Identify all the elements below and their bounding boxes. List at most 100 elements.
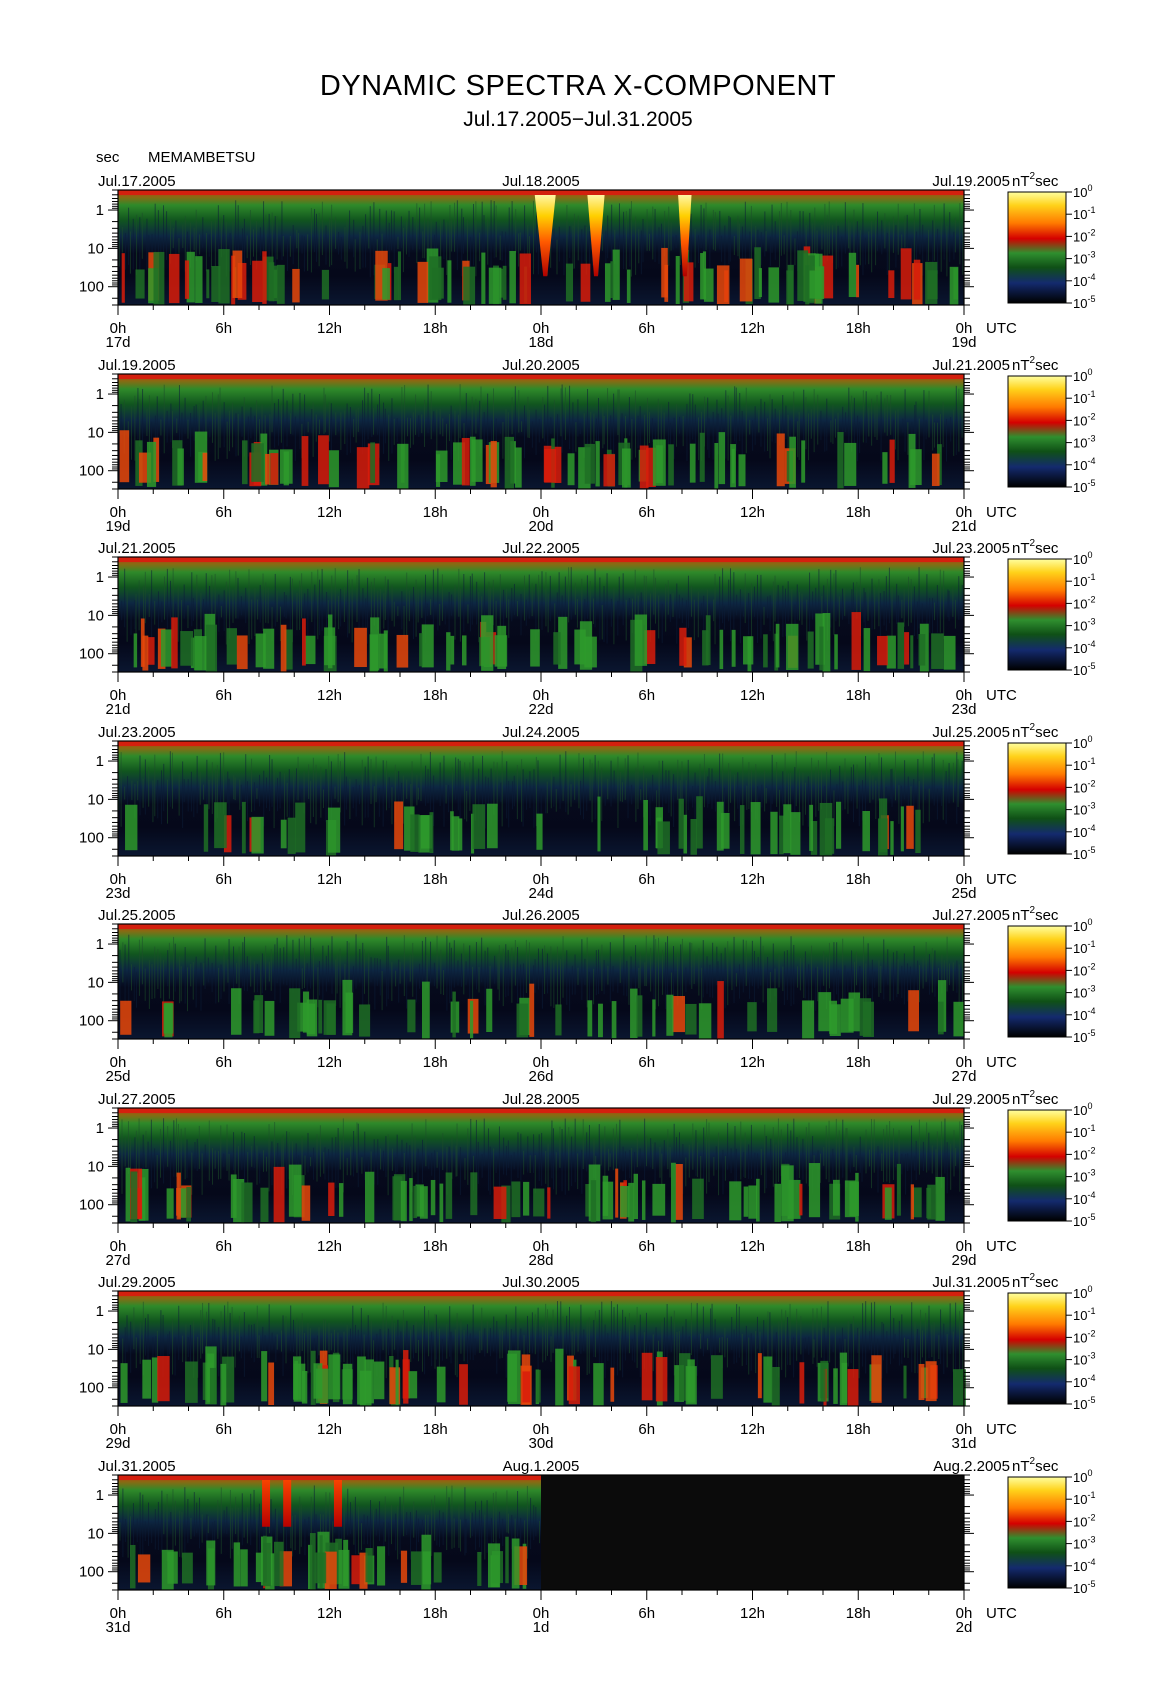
spectral-power-blob (410, 814, 420, 852)
spectral-power-blob (862, 811, 870, 852)
spectral-power-blob (714, 443, 719, 489)
spectral-power-blob (877, 635, 888, 666)
colorbar-tick-label: 10-1 (1073, 756, 1095, 773)
x-tick-label: 12h (740, 504, 765, 521)
spectral-power-blob (505, 1536, 509, 1584)
spectral-power-blob (818, 992, 832, 1032)
spectral-power-blob (153, 437, 160, 482)
spectral-power-blob (848, 252, 857, 298)
spectral-power-blob (889, 439, 895, 483)
spectral-power-blob (218, 249, 230, 304)
spectral-power-blob (915, 809, 921, 854)
spectral-power-blob (797, 250, 809, 301)
day-label: 26d (528, 1068, 553, 1085)
spectral-power-blob (209, 1367, 217, 1405)
y-tick-label: 10 (87, 240, 104, 257)
colorbar-tick-label: 10-1 (1073, 939, 1095, 956)
spectral-power-blob (305, 635, 316, 665)
spectral-power-blob (297, 1002, 308, 1032)
spectral-power-blob (125, 1167, 131, 1222)
y-tick-label: 10 (87, 607, 104, 624)
spectral-power-blob (621, 448, 631, 488)
spectral-power-blob (324, 1551, 337, 1590)
spectral-power-blob (263, 628, 275, 669)
colorbar-tick-label: 10-5 (1073, 1212, 1095, 1229)
colorbar-tick-label: 10-2 (1073, 1145, 1095, 1162)
spectral-power-blob (689, 443, 696, 483)
spectral-power-blob (664, 264, 669, 302)
x-tick-label: 12h (740, 1238, 765, 1255)
x-tick-label: 0h (956, 504, 973, 521)
colorbar-tick-label: 10-2 (1073, 1512, 1095, 1529)
spectral-power-blob (584, 636, 597, 668)
day-label: 19d (105, 518, 130, 535)
spectral-power-blob (397, 443, 409, 489)
spectral-power-blob (410, 1551, 423, 1585)
panel-6: 1 10 100 0h 6h 12h 18h 0h 6h 12h 18h 0h UTC 27d 28d 29d… (79, 1089, 1096, 1269)
spectral-power-blob (494, 635, 508, 667)
colorbar-tick-label: 10-4 (1073, 1006, 1095, 1023)
spectral-power-blob (565, 263, 574, 302)
spectral-power-blob (130, 1544, 136, 1589)
spectral-power-blob (273, 1166, 285, 1223)
spectral-power-blob (809, 804, 814, 851)
spectral-power-blob (125, 804, 138, 851)
spectral-power-blob (871, 1355, 882, 1403)
panel-start-date: Jul.17.2005 (98, 173, 176, 190)
spectral-power-blob (840, 998, 854, 1033)
spectral-power-blob (558, 616, 568, 669)
x-tick-label: 6h (215, 687, 232, 704)
x-tick-label: 12h (740, 871, 765, 888)
spectral-power-blob (918, 1363, 925, 1401)
spectral-power-blob (900, 248, 912, 300)
spectral-power-blob (292, 268, 300, 303)
spectral-power-blob (639, 445, 649, 489)
x-tick-label: 12h (740, 320, 765, 337)
spectral-power-blob (636, 995, 643, 1037)
y-tick-label: 10 (87, 974, 104, 991)
y-unit-label: sec (96, 149, 120, 166)
colorbar (1007, 1292, 1067, 1405)
spectral-power-blob (611, 1001, 617, 1039)
x-unit-label: UTC (986, 1605, 1017, 1622)
spectral-power-blob (910, 635, 914, 669)
panel-end-date: Jul.23.2005 (932, 540, 1010, 557)
spectral-power-blob (886, 635, 896, 669)
colorbar-tick-label: 10-4 (1073, 1190, 1095, 1207)
spectral-power-blob (274, 1541, 284, 1587)
colorbar-tick-label: 100 (1073, 917, 1092, 934)
colorbar (1007, 375, 1067, 488)
activity-spike (283, 1475, 292, 1527)
panel-mid-date: Jul.22.2005 (502, 540, 580, 557)
x-tick-label: 12h (317, 320, 342, 337)
colorbar-unit: nT2sec (1012, 722, 1059, 741)
spectral-power-blob (555, 1348, 564, 1406)
spectral-power-blob (142, 635, 149, 671)
spectral-power-blob (294, 1360, 299, 1400)
spectral-power-blob (318, 999, 323, 1034)
spectral-power-blob (328, 1354, 341, 1400)
spectral-power-blob (461, 437, 470, 486)
spectral-power-blob (683, 262, 694, 302)
short-period-band (118, 741, 964, 746)
day-label: 21d (105, 701, 130, 718)
spectral-power-blob (481, 252, 486, 304)
x-tick-label: 6h (638, 871, 655, 888)
panel-end-date: Jul.29.2005 (932, 1091, 1010, 1108)
short-period-band (118, 1291, 964, 1296)
spectral-power-blob (205, 624, 218, 672)
spectral-power-blob (206, 1540, 216, 1586)
spectral-power-blob (252, 260, 263, 303)
spectral-power-blob (301, 618, 306, 666)
x-tick-label: 0h (110, 1421, 127, 1438)
spectral-power-blob (488, 267, 502, 304)
spectral-power-blob (327, 807, 341, 853)
spectral-power-blob (458, 818, 463, 851)
x-tick-label: 18h (423, 1238, 448, 1255)
x-tick-label: 6h (638, 320, 655, 337)
spectral-power-blob (655, 1357, 668, 1402)
spectral-power-blob (675, 1163, 683, 1220)
spectral-power-blob (241, 1182, 253, 1223)
spectral-power-blob (756, 1178, 760, 1222)
colorbar-tick-label: 10-2 (1073, 227, 1095, 244)
